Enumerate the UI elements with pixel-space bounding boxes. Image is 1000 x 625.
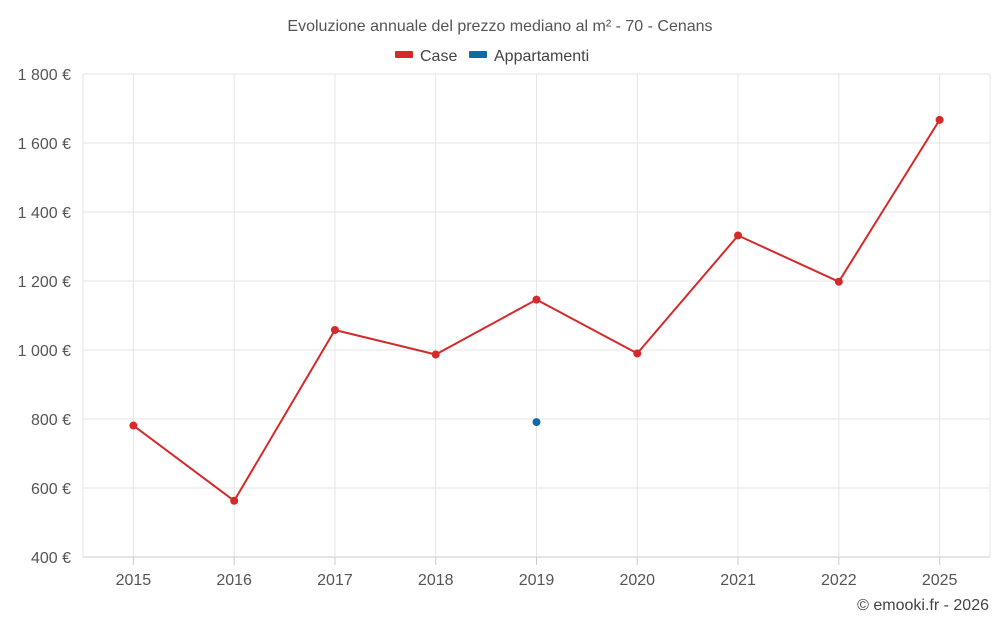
x-tick-label: 2020 [619, 572, 655, 589]
x-tick-label: 2022 [821, 572, 857, 589]
data-point-case[interactable] [532, 295, 541, 304]
data-point-case[interactable] [230, 496, 239, 505]
legend-label-appartamenti[interactable]: Appartamenti [494, 48, 589, 65]
y-tick-label: 400 € [31, 550, 71, 567]
data-point-case[interactable] [633, 349, 642, 358]
legend-swatch-appartamenti [469, 51, 487, 58]
data-point-appartamenti[interactable] [532, 418, 541, 427]
series-layer [129, 115, 944, 505]
y-tick-label: 800 € [31, 412, 71, 429]
y-tick-label: 1 400 € [18, 205, 71, 222]
data-point-case[interactable] [431, 350, 440, 359]
data-point-case[interactable] [834, 277, 843, 286]
chart-title: Evoluzione annuale del prezzo mediano al… [287, 18, 712, 35]
x-tick-label: 2025 [922, 572, 958, 589]
data-point-case[interactable] [129, 421, 138, 430]
data-point-case[interactable] [330, 325, 339, 334]
data-point-case[interactable] [734, 231, 743, 240]
x-tick-label: 2021 [720, 572, 756, 589]
x-tick-label: 2018 [418, 572, 454, 589]
x-tick-label: 2017 [317, 572, 353, 589]
y-tick-label: 600 € [31, 481, 71, 498]
x-tick-label: 2019 [519, 572, 555, 589]
data-point-case[interactable] [935, 115, 944, 124]
legend-label-case[interactable]: Case [420, 48, 457, 65]
grid [82, 73, 991, 565]
x-tick-label: 2015 [116, 572, 152, 589]
x-tick-label: 2016 [216, 572, 252, 589]
y-tick-label: 1 600 € [18, 136, 71, 153]
y-axis-ticks: 400 € 600 € 800 € 1 000 € 1 200 € 1 400 € 1 60… [18, 67, 71, 567]
y-tick-label: 1 000 € [18, 343, 71, 360]
credit-text[interactable]: © emooki.fr - 2026 [857, 597, 989, 614]
x-axis-ticks: 2015 2016 2017 2018 2019 2020 2021 2022 2025 [116, 572, 958, 589]
legend: Case Appartamenti [395, 48, 589, 65]
legend-swatch-case [395, 51, 413, 58]
y-tick-label: 1 200 € [18, 274, 71, 291]
y-tick-label: 1 800 € [18, 67, 71, 84]
